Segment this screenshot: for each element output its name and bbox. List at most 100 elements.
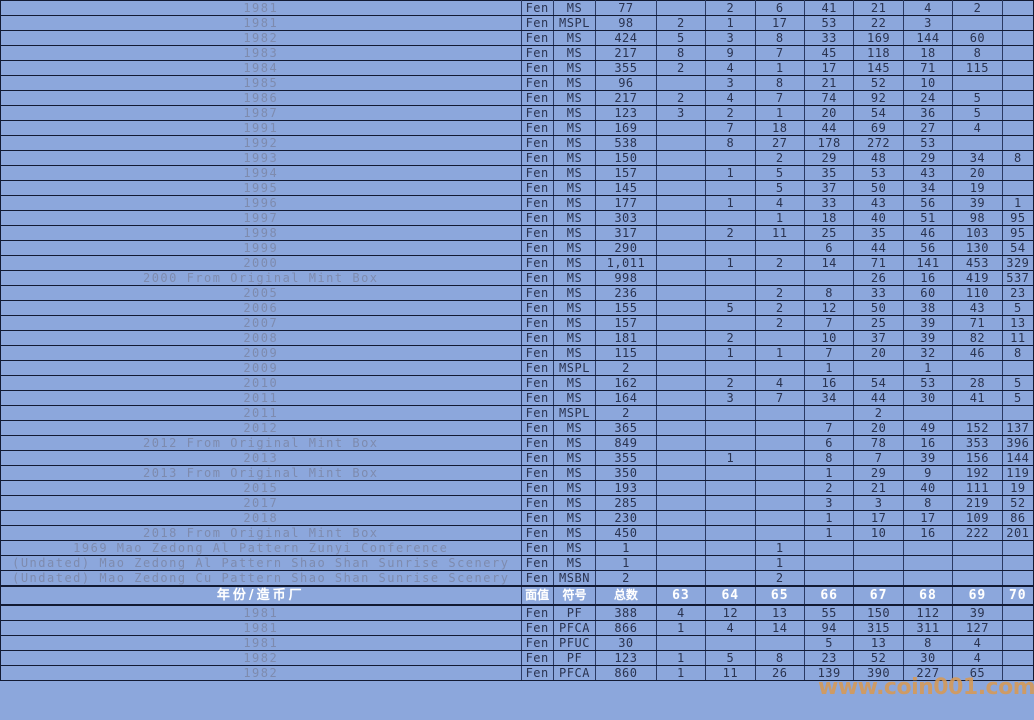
cell-denomination: Fen — [520, 510, 554, 526]
cell-grade-66: 20 — [803, 105, 855, 121]
table-row[interactable]: 1981 Fen PF 388 4 12 13 55 150 112 39 — [0, 604, 1034, 621]
header-year-mint[interactable]: 年份/造币厂 — [0, 585, 522, 606]
cell-grade-64 — [705, 420, 756, 436]
table-row[interactable]: 1997 Fen MS 303 1 18 40 51 98 95 — [0, 210, 1034, 226]
table-row[interactable]: 2012 Fen MS 365 7 20 49 152 137 — [0, 420, 1034, 436]
table-row[interactable]: 1996 Fen MS 177 1 4 33 43 56 39 1 — [0, 195, 1034, 211]
cell-symbol: MS — [552, 195, 597, 211]
cell-grade-63 — [655, 345, 707, 361]
table-row[interactable]: 2010 Fen MS 162 2 4 16 54 53 28 5 — [0, 375, 1034, 391]
cell-grade-67: 20 — [853, 420, 904, 436]
cell-grade-65: 7 — [754, 90, 805, 106]
table-row[interactable]: 2007 Fen MS 157 2 7 25 39 71 13 — [0, 315, 1034, 331]
cell-grade-64: 2 — [705, 225, 756, 241]
table-row[interactable]: 2000 Fen MS 1,011 1 2 14 71 141 453 329 — [0, 255, 1034, 271]
cell-total: 169 — [595, 120, 657, 136]
table-row[interactable]: 2012 From Original Mint Box Fen MS 849 6 78 16… — [0, 435, 1034, 451]
cell-symbol: MS — [552, 105, 597, 121]
cell-denomination: Fen — [520, 105, 554, 121]
table-row[interactable]: 1985 Fen MS 96 3 8 21 52 10 — [0, 75, 1034, 91]
cell-grade-70 — [1001, 635, 1034, 651]
table-row[interactable]: 2018 Fen MS 230 1 17 17 109 86 — [0, 510, 1034, 526]
table-row[interactable]: 1999 Fen MS 290 6 44 56 130 54 — [0, 240, 1034, 256]
cell-grade-66: 6 — [803, 435, 855, 451]
table-row[interactable]: 1982 Fen PFCA 860 1 11 26 139 390 227 65 — [0, 665, 1034, 681]
table-row[interactable]: 2013 From Original Mint Box Fen MS 350 1 29 9 1… — [0, 465, 1034, 481]
header-grade-66[interactable]: 66 — [803, 585, 855, 606]
cell-grade-68: 8 — [902, 495, 954, 511]
cell-grade-67: 150 — [853, 604, 904, 621]
table-row[interactable]: 2018 From Original Mint Box Fen MS 450 1 10 16… — [0, 525, 1034, 541]
table-row[interactable]: (Undated) Mao Zedong Al Pattern Shao Sha… — [0, 555, 1034, 571]
table-row[interactable]: 1993 Fen MS 150 2 29 48 29 34 8 — [0, 150, 1034, 166]
cell-grade-63 — [655, 210, 707, 226]
table-row[interactable]: 1992 Fen MS 538 8 27 178 272 53 — [0, 135, 1034, 151]
row-label: 1982 — [0, 650, 522, 666]
cell-grade-63 — [655, 120, 707, 136]
header-symbol[interactable]: 符号 — [552, 585, 597, 606]
cell-total: 193 — [595, 480, 657, 496]
cell-symbol: MSBN — [552, 570, 597, 587]
table-row[interactable]: 2006 Fen MS 155 5 2 12 50 38 43 5 — [0, 300, 1034, 316]
table-row[interactable]: 1981 Fen MS 77 2 6 41 21 4 2 — [0, 0, 1034, 16]
cell-total: 217 — [595, 90, 657, 106]
table-row[interactable]: 1981 Fen PFCA 866 1 4 14 94 315 311 127 — [0, 620, 1034, 636]
cell-grade-63: 2 — [655, 15, 707, 31]
table-row[interactable]: 1998 Fen MS 317 2 11 25 35 46 103 95 — [0, 225, 1034, 241]
header-grade-64[interactable]: 64 — [705, 585, 756, 606]
header-grade-68[interactable]: 68 — [902, 585, 954, 606]
table-row[interactable]: 2008 Fen MS 181 2 10 37 39 82 11 — [0, 330, 1034, 346]
table-row[interactable]: 2009 Fen MS 115 1 1 7 20 32 46 8 — [0, 345, 1034, 361]
cell-grade-64 — [705, 315, 756, 331]
table-row[interactable]: 1981 Fen MSPL 98 2 1 17 53 22 3 — [0, 15, 1034, 31]
table-row[interactable]: 2005 Fen MS 236 2 8 33 60 110 23 — [0, 285, 1034, 301]
cell-grade-65 — [754, 360, 805, 376]
header-grade-63[interactable]: 63 — [655, 585, 707, 606]
table-row[interactable]: 2013 Fen MS 355 1 8 7 39 156 144 — [0, 450, 1034, 466]
cell-grade-63 — [655, 405, 707, 421]
cell-grade-68: 40 — [902, 480, 954, 496]
table-row[interactable]: 2009 Fen MSPL 2 1 1 — [0, 360, 1034, 376]
table-row[interactable]: 2000 From Original Mint Box Fen MS 998 26 16 4… — [0, 270, 1034, 286]
table-row[interactable]: 1995 Fen MS 145 5 37 50 34 19 — [0, 180, 1034, 196]
table-row[interactable]: 1969 Mao Zedong Al Pattern Zunyi Confere… — [0, 540, 1034, 556]
header-grade-65[interactable]: 65 — [754, 585, 805, 606]
header-grade-70[interactable]: 70 — [1001, 585, 1034, 606]
header-grade-67[interactable]: 67 — [853, 585, 904, 606]
cell-grade-69: 4 — [952, 120, 1003, 136]
cell-grade-69 — [952, 540, 1003, 556]
table-row[interactable]: 1987 Fen MS 123 3 2 1 20 54 36 5 — [0, 105, 1034, 121]
table-row[interactable]: (Undated) Mao Zedong Cu Pattern Shao Sha… — [0, 570, 1034, 587]
header-denomination[interactable]: 面值 — [520, 585, 554, 606]
row-label: 2017 — [0, 495, 522, 511]
cell-grade-69: 152 — [952, 420, 1003, 436]
header-total[interactable]: 总数 — [595, 585, 657, 606]
table-row[interactable]: 2017 Fen MS 285 3 3 8 219 52 — [0, 495, 1034, 511]
cell-grade-66: 33 — [803, 195, 855, 211]
cell-grade-63 — [655, 375, 707, 391]
cell-grade-69: 41 — [952, 390, 1003, 406]
table-row[interactable]: 1986 Fen MS 217 2 4 7 74 92 24 5 — [0, 90, 1034, 106]
table-row[interactable]: 1991 Fen MS 169 7 18 44 69 27 4 — [0, 120, 1034, 136]
cell-symbol: MS — [552, 270, 597, 286]
table-row[interactable]: 2015 Fen MS 193 2 21 40 111 19 — [0, 480, 1034, 496]
cell-grade-63 — [655, 390, 707, 406]
table-row[interactable]: 1984 Fen MS 355 2 4 1 17 145 71 115 — [0, 60, 1034, 76]
cell-grade-63 — [655, 435, 707, 451]
cell-grade-65 — [754, 495, 805, 511]
table-row[interactable]: 1994 Fen MS 157 1 5 35 53 43 20 — [0, 165, 1034, 181]
table-row[interactable]: 1982 Fen PF 123 1 5 8 23 52 30 4 — [0, 650, 1034, 666]
header-grade-69[interactable]: 69 — [952, 585, 1003, 606]
table-row[interactable]: 2011 Fen MSPL 2 2 — [0, 405, 1034, 421]
cell-total: 290 — [595, 240, 657, 256]
table-row[interactable]: 1983 Fen MS 217 8 9 7 45 118 18 8 — [0, 45, 1034, 61]
table-row[interactable]: 1982 Fen MS 424 5 3 8 33 169 144 60 — [0, 30, 1034, 46]
cell-grade-67: 20 — [853, 345, 904, 361]
table-row[interactable]: 1981 Fen PFUC 30 5 13 8 4 — [0, 635, 1034, 651]
cell-denomination: Fen — [520, 45, 554, 61]
cell-grade-70 — [1001, 0, 1034, 16]
cell-total: 230 — [595, 510, 657, 526]
cell-grade-64: 1 — [705, 15, 756, 31]
cell-grade-63: 2 — [655, 90, 707, 106]
table-row[interactable]: 2011 Fen MS 164 3 7 34 44 30 41 5 — [0, 390, 1034, 406]
